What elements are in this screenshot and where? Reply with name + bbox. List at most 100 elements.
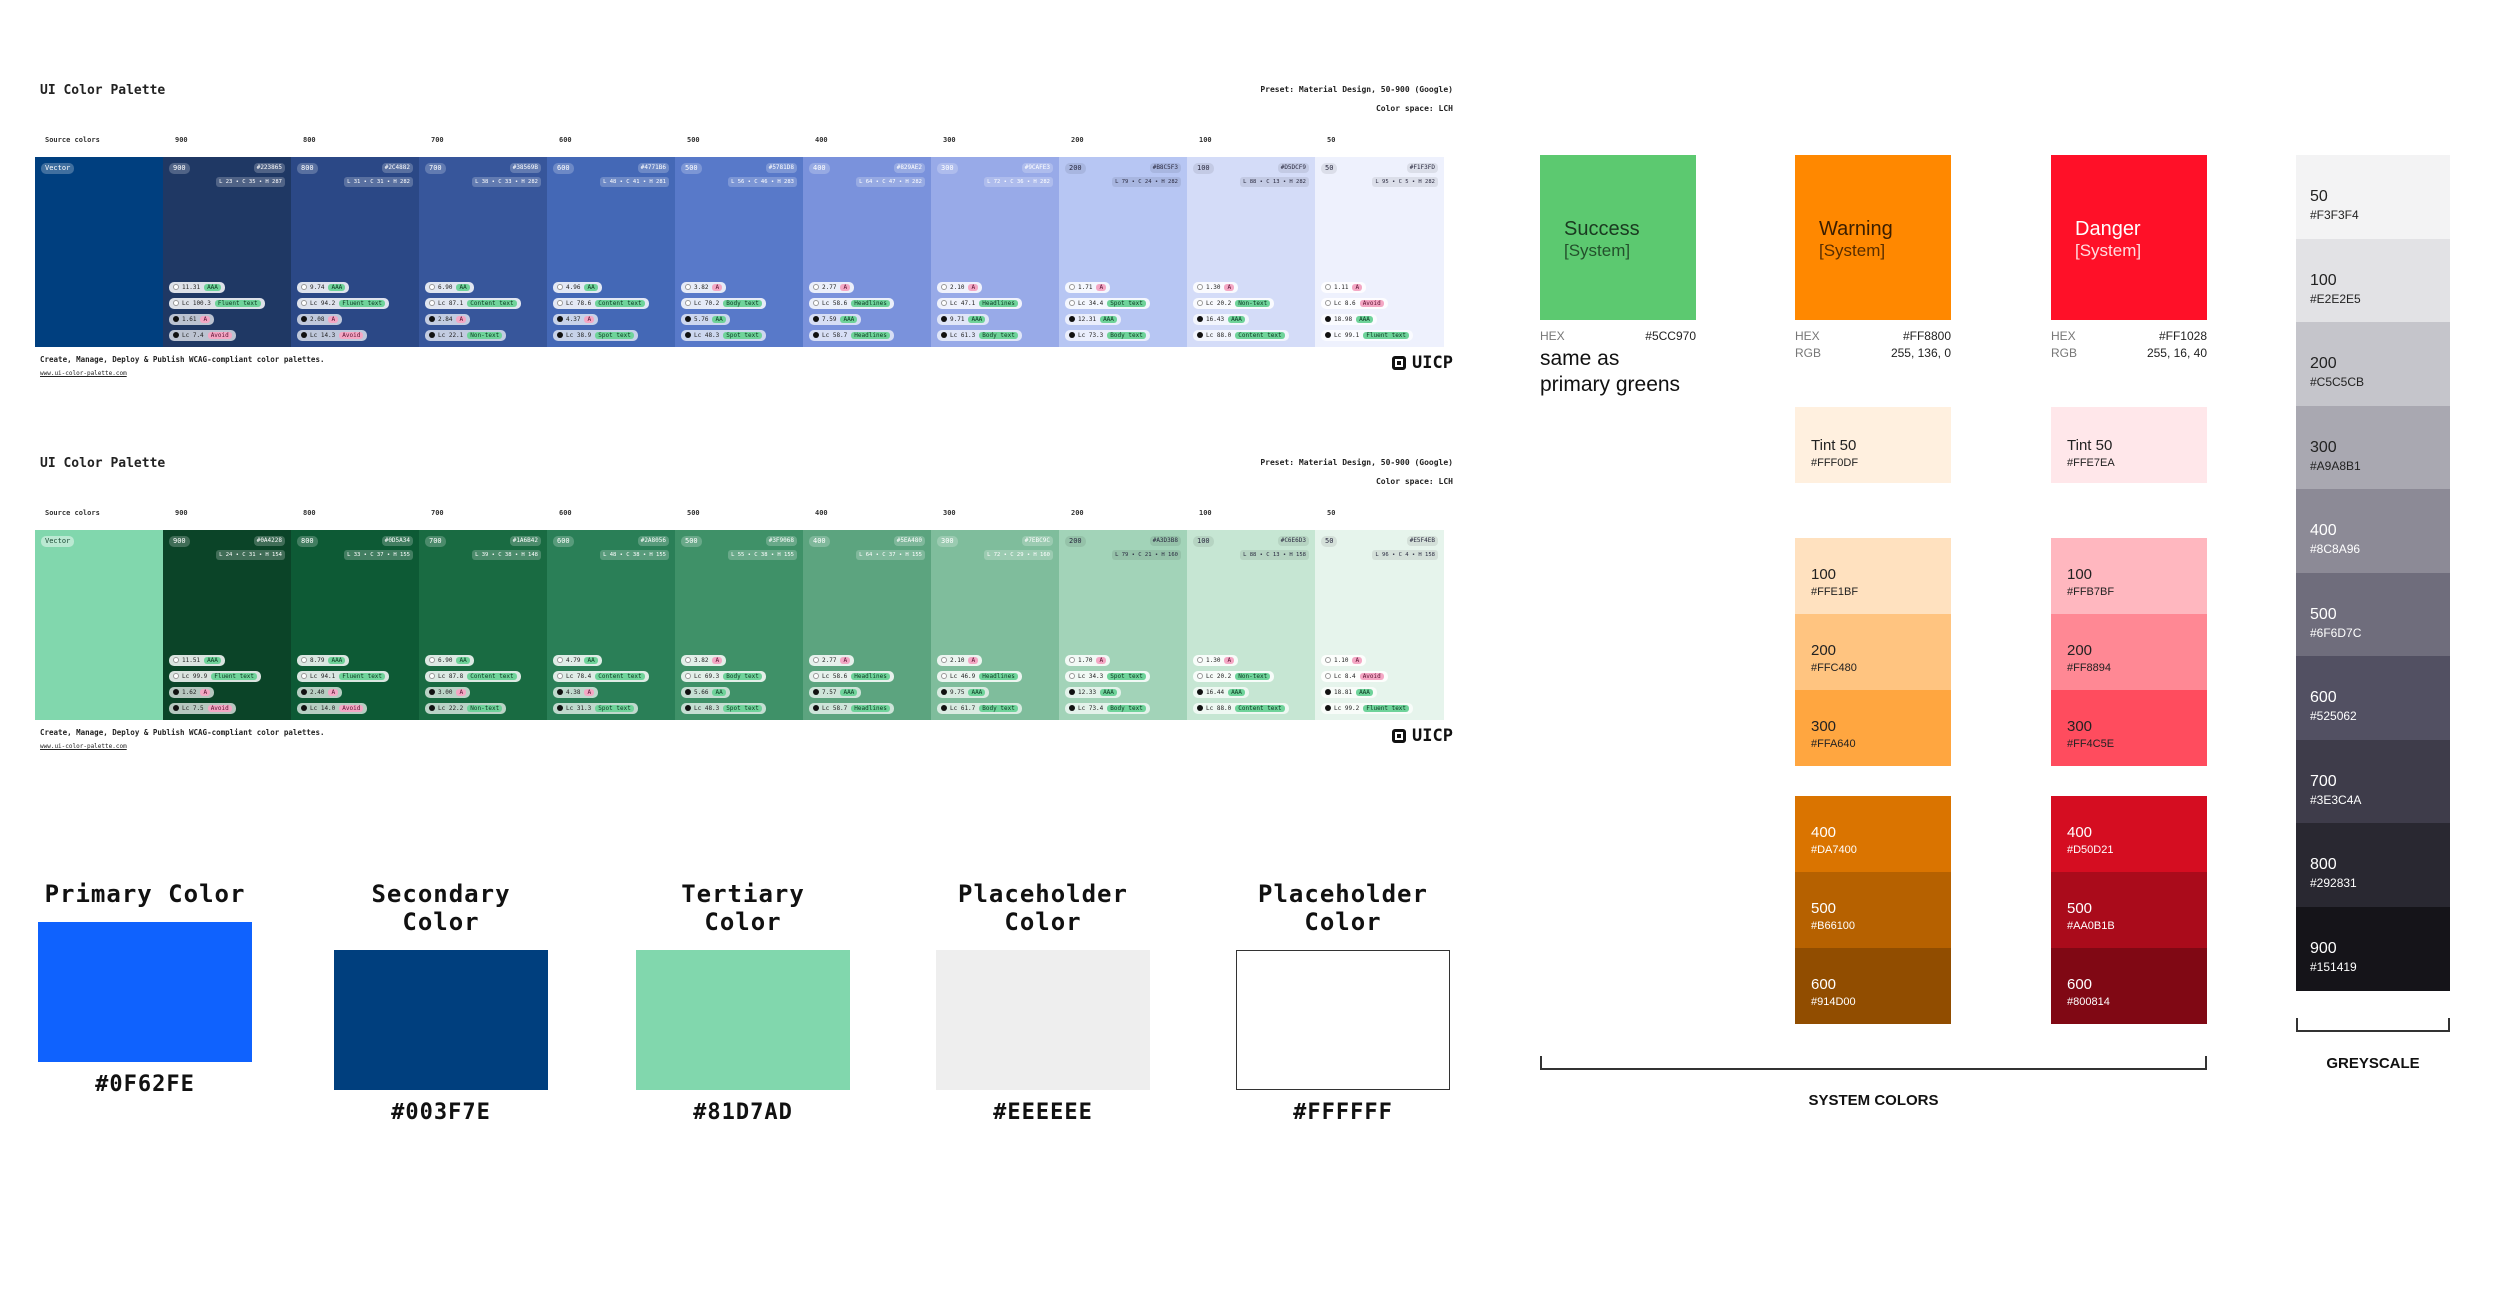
shade-swatch[interactable]: 200 #B8C5F3 L 79 • C 24 • H 282 1.71 A Lc 34.… bbox=[1059, 157, 1187, 347]
danger-tint-200[interactable]: 200 #FF8894 bbox=[2051, 614, 2207, 690]
brand-color-swatch[interactable] bbox=[636, 950, 850, 1090]
warning-tint-300[interactable]: 300 #FFA640 bbox=[1795, 690, 1951, 766]
contrast-badge: AAA bbox=[204, 284, 221, 291]
contrast-dot-icon bbox=[813, 705, 819, 711]
contrast-metric: 8.79 AAA bbox=[297, 655, 350, 666]
greyscale-step[interactable]: 700 #3E3C4A bbox=[2296, 739, 2450, 824]
greyscale-step[interactable]: 300 #A9A8B1 bbox=[2296, 405, 2450, 490]
shade-swatch[interactable]: 800 #2C4882 L 31 • C 31 • H 282 9.74 AAA Lc 9… bbox=[291, 157, 419, 347]
source-swatch[interactable]: Vector bbox=[35, 157, 163, 347]
contrast-value: Lc 46.9 bbox=[950, 673, 976, 680]
shade-swatch[interactable]: 800 #0D5A34 L 33 • C 37 • H 155 8.79 AAA Lc 9… bbox=[291, 530, 419, 720]
shade-swatch[interactable]: 300 #9CAFE3 L 72 • C 36 • H 282 2.10 A Lc 47.… bbox=[931, 157, 1059, 347]
website-link[interactable]: www.ui-color-palette.com bbox=[40, 370, 127, 377]
website-link[interactable]: www.ui-color-palette.com bbox=[40, 743, 127, 750]
contrast-value: Lc 20.2 bbox=[1206, 300, 1232, 307]
contrast-value: 2.08 bbox=[310, 316, 325, 323]
greyscale-step[interactable]: 100 #E2E2E5 bbox=[2296, 238, 2450, 323]
contrast-dot-icon bbox=[429, 332, 435, 338]
shade-lch: L 79 • C 24 • H 282 bbox=[1112, 177, 1181, 187]
warning-tint-100[interactable]: 100 #FFE1BF bbox=[1795, 538, 1951, 614]
contrast-badge: Fluent text bbox=[214, 300, 261, 307]
contrast-value: 2.77 bbox=[822, 284, 837, 291]
contrast-dot-icon bbox=[1325, 332, 1331, 338]
greyscale-step[interactable]: 200 #C5C5CB bbox=[2296, 322, 2450, 406]
tint-hex: #FFB7BF bbox=[2067, 586, 2115, 598]
source-swatch[interactable]: Vector bbox=[35, 530, 163, 720]
contrast-dot-icon bbox=[429, 300, 435, 306]
shade-swatch[interactable]: 500 #3F9068 L 55 • C 38 • H 155 3.82 A Lc 69.… bbox=[675, 530, 803, 720]
contrast-value: Lc 99.9 bbox=[182, 673, 208, 680]
danger-tint-300[interactable]: 300 #FF4C5E bbox=[2051, 690, 2207, 766]
shade-header: 800 bbox=[303, 509, 316, 517]
contrast-badge: Headlines bbox=[851, 705, 890, 712]
danger-tint-600[interactable]: 600 #800814 bbox=[2051, 948, 2207, 1024]
contrast-badge: Avoid bbox=[207, 332, 232, 339]
shade-chip: 200 bbox=[1065, 163, 1086, 174]
shade-swatch[interactable]: 300 #7EBC9C L 72 • C 29 • H 160 2.10 A Lc 46.… bbox=[931, 530, 1059, 720]
shade-swatch[interactable]: 600 #4771B6 L 48 • C 41 • H 281 4.96 AA Lc 78… bbox=[547, 157, 675, 347]
contrast-dot-icon bbox=[941, 689, 947, 695]
warning-tint-400[interactable]: 400 #DA7400 bbox=[1795, 796, 1951, 872]
greyscale-step[interactable]: 600 #525062 bbox=[2296, 656, 2450, 740]
contrast-metric: Lc 58.7 Headlines bbox=[809, 330, 894, 341]
contrast-badge: Content text bbox=[595, 673, 645, 680]
contrast-value: Lc 31.3 bbox=[566, 705, 592, 712]
shade-swatch[interactable]: 400 #5EA480 L 64 • C 37 • H 155 2.77 A Lc 58.… bbox=[803, 530, 931, 720]
warning-tint-600[interactable]: 600 #914D00 bbox=[1795, 948, 1951, 1024]
contrast-badge: Body text bbox=[723, 300, 762, 307]
success-hex: #5CC970 bbox=[1645, 329, 1696, 343]
shade-swatch[interactable]: 700 #38569B L 38 • C 33 • H 282 6.90 AA Lc 87… bbox=[419, 157, 547, 347]
contrast-metric: Lc 34.3 Spot text bbox=[1065, 671, 1150, 682]
contrast-dot-icon bbox=[301, 316, 307, 322]
success-swatch[interactable]: Success [System] bbox=[1540, 155, 1696, 320]
contrast-dot-icon bbox=[1325, 705, 1331, 711]
contrast-value: 4.37 bbox=[566, 316, 581, 323]
contrast-metric: 2.40 A bbox=[297, 687, 343, 698]
shade-header: 600 bbox=[559, 136, 572, 144]
greyscale-step[interactable]: 50 #F3F3F4 bbox=[2296, 155, 2450, 239]
contrast-metric: 1.10 A bbox=[1321, 655, 1367, 666]
contrast-badge: AAA bbox=[204, 657, 221, 664]
shade-swatch[interactable]: 100 #D5DCF9 L 88 • C 13 • H 282 1.30 A Lc 20.… bbox=[1187, 157, 1315, 347]
shade-swatch[interactable]: 50 #E5F4EB L 96 • C 4 • H 158 1.10 A Lc 8.4 Av… bbox=[1315, 530, 1444, 720]
danger-tint-tint-50[interactable]: Tint 50 #FFE7EA bbox=[2051, 407, 2207, 483]
shade-lch: L 48 • C 38 • H 155 bbox=[600, 550, 669, 560]
warning-tint-500[interactable]: 500 #B66100 bbox=[1795, 872, 1951, 948]
shade-swatch[interactable]: 600 #2A8056 L 48 • C 38 • H 155 4.79 AA Lc 78… bbox=[547, 530, 675, 720]
brand-color-swatch[interactable] bbox=[334, 950, 548, 1090]
contrast-value: 1.62 bbox=[182, 689, 197, 696]
contrast-dot-icon bbox=[1197, 673, 1203, 679]
tint-hex: #D50D21 bbox=[2067, 844, 2114, 856]
shade-swatch[interactable]: 900 #223865 L 23 • C 35 • H 287 11.31 AAA Lc … bbox=[163, 157, 291, 347]
contrast-metric: 11.51 AAA bbox=[169, 655, 225, 666]
danger-tint-400[interactable]: 400 #D50D21 bbox=[2051, 796, 2207, 872]
contrast-metric: 9.75 AAA bbox=[937, 687, 990, 698]
brand-color-swatch[interactable] bbox=[38, 922, 252, 1062]
contrast-dot-icon bbox=[1325, 300, 1331, 306]
warning-tint-tint-50[interactable]: Tint 50 #FFF0DF bbox=[1795, 407, 1951, 483]
danger-swatch[interactable]: Danger [System] bbox=[2051, 155, 2207, 320]
contrast-value: Lc 58.7 bbox=[822, 705, 848, 712]
contrast-dot-icon bbox=[813, 300, 819, 306]
danger-tint-100[interactable]: 100 #FFB7BF bbox=[2051, 538, 2207, 614]
warning-tint-200[interactable]: 200 #FFC480 bbox=[1795, 614, 1951, 690]
warning-swatch[interactable]: Warning [System] bbox=[1795, 155, 1951, 320]
contrast-badge: A bbox=[712, 284, 723, 291]
shade-swatch[interactable]: 500 #5781D8 L 56 • C 46 • H 283 3.82 A Lc 70.… bbox=[675, 157, 803, 347]
contrast-dot-icon bbox=[173, 316, 179, 322]
shade-swatch[interactable]: 700 #1A6B42 L 39 • C 38 • H 148 6.90 AA Lc 87… bbox=[419, 530, 547, 720]
greyscale-step[interactable]: 500 #6F6D7C bbox=[2296, 572, 2450, 657]
danger-tint-500[interactable]: 500 #AA0B1B bbox=[2051, 872, 2207, 948]
shade-swatch[interactable]: 50 #F1F3FD L 95 • C 5 • H 282 1.11 A Lc 8.6 Av… bbox=[1315, 157, 1444, 347]
greyscale-step[interactable]: 900 #151419 bbox=[2296, 906, 2450, 991]
greyscale-step[interactable]: 400 #8C8A96 bbox=[2296, 489, 2450, 573]
shade-swatch[interactable]: 200 #A3D3B8 L 79 • C 21 • H 160 1.70 A Lc 34.… bbox=[1059, 530, 1187, 720]
contrast-dot-icon bbox=[173, 332, 179, 338]
greyscale-step[interactable]: 800 #292831 bbox=[2296, 823, 2450, 907]
brand-color-swatch[interactable] bbox=[1236, 950, 1450, 1090]
brand-color-swatch[interactable] bbox=[936, 950, 1150, 1090]
shade-swatch[interactable]: 900 #0A4228 L 24 • C 31 • H 154 11.51 AAA Lc … bbox=[163, 530, 291, 720]
shade-swatch[interactable]: 400 #829AE2 L 64 • C 47 • H 282 2.77 A Lc 58.… bbox=[803, 157, 931, 347]
shade-swatch[interactable]: 100 #C6E6D3 L 88 • C 13 • H 158 1.30 A Lc 20.… bbox=[1187, 530, 1315, 720]
